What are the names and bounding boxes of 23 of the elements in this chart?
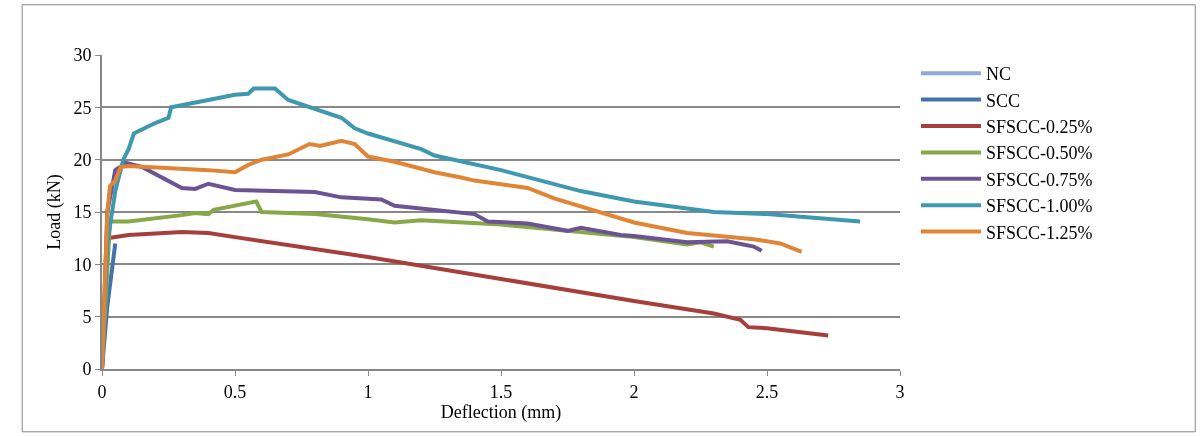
y-tick-label: 10: [73, 254, 92, 275]
x-tick-label: 0.5: [223, 381, 247, 402]
y-tick-label: 0: [82, 359, 92, 380]
legend-label: SFSCC-1.25%: [985, 222, 1093, 243]
x-axis-title: Deflection (mm): [440, 401, 562, 423]
y-tick-label: 25: [73, 97, 92, 118]
x-tick-label: 1: [363, 381, 373, 402]
x-tick-label: 0: [97, 381, 107, 402]
legend-label: SFSCC-1.00%: [985, 196, 1093, 217]
y-tick-label: 30: [73, 45, 92, 66]
x-tick-label: 3: [895, 381, 905, 402]
y-tick-label: 15: [73, 202, 92, 223]
legend-label: SFSCC-0.50%: [985, 143, 1093, 164]
y-tick-label: 5: [82, 306, 92, 327]
legend-label: SFSCC-0.25%: [985, 117, 1093, 138]
x-tick-label: 1.5: [489, 381, 513, 402]
legend-label: SCC: [985, 90, 1020, 111]
y-tick-label: 20: [73, 149, 92, 170]
y-axis-title: Load (kN): [44, 174, 66, 250]
x-tick-label: 2: [629, 381, 639, 402]
legend-label: SFSCC-0.75%: [985, 169, 1093, 190]
x-tick-label: 2.5: [755, 381, 779, 402]
legend-label: NC: [985, 64, 1011, 85]
